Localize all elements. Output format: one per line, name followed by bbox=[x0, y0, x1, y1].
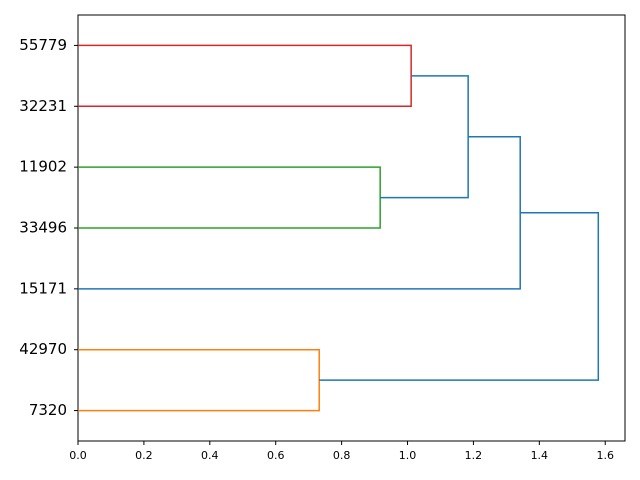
x-tick-label: 0.0 bbox=[69, 449, 87, 462]
x-tick-label: 0.2 bbox=[135, 449, 153, 462]
link bbox=[78, 44, 412, 108]
leaf-label: 42970 bbox=[19, 340, 67, 358]
link bbox=[78, 166, 381, 229]
x-tick-label: 0.8 bbox=[333, 449, 351, 462]
x-tick-label: 1.0 bbox=[399, 449, 417, 462]
x-tick-label: 1.2 bbox=[465, 449, 483, 462]
x-tick-label: 1.4 bbox=[531, 449, 549, 462]
leaf-label: 55779 bbox=[19, 36, 67, 54]
x-tick-label: 0.6 bbox=[267, 449, 285, 462]
leaf-label: 33496 bbox=[19, 219, 67, 237]
x-tick-label: 0.4 bbox=[201, 449, 219, 462]
link bbox=[78, 348, 320, 412]
link bbox=[319, 212, 600, 381]
link bbox=[78, 135, 521, 290]
leaf-label: 32231 bbox=[19, 97, 67, 115]
leaf-label: 11902 bbox=[19, 158, 67, 176]
x-tick-label: 1.6 bbox=[596, 449, 614, 462]
leaf-label: 15171 bbox=[19, 279, 67, 297]
leaf-label: 7320 bbox=[29, 401, 67, 419]
link bbox=[380, 75, 469, 199]
